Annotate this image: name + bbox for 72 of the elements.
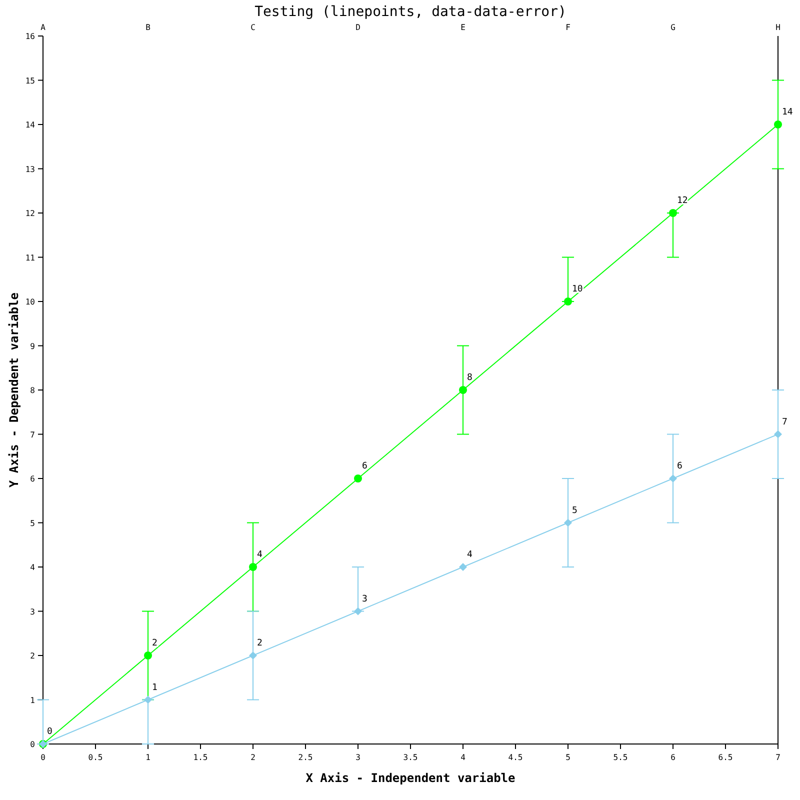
y-tick-label: 4 <box>30 563 36 572</box>
data-label: 4 <box>257 550 262 560</box>
x-tick-label: 5.5 <box>613 753 628 762</box>
text: B <box>146 23 151 32</box>
point <box>249 563 257 571</box>
x-tick-label: 3 <box>356 753 361 762</box>
data-label: 2 <box>257 638 262 648</box>
point <box>669 209 677 217</box>
x-tick-label: 5 <box>566 753 571 762</box>
point <box>144 696 152 704</box>
point <box>774 120 782 128</box>
y-tick-label: 11 <box>25 253 36 262</box>
text: C <box>250 23 256 32</box>
point <box>669 474 677 482</box>
x-axis-title: X Axis - Independent variable <box>306 771 516 785</box>
y-tick-label: 8 <box>30 386 36 395</box>
y-tick-label: 13 <box>25 164 36 174</box>
point <box>249 652 257 660</box>
x-tick-label: 6.5 <box>718 753 733 762</box>
y-tick-label: 5 <box>30 518 36 528</box>
y-tick-label: 10 <box>25 298 36 306</box>
text: F <box>566 23 571 32</box>
point <box>564 298 572 306</box>
data-label: 12 <box>677 196 688 206</box>
point <box>144 652 152 660</box>
data-label: 1 <box>152 682 158 693</box>
data-label: 5 <box>572 506 578 516</box>
y-tick-label: 2 <box>30 652 36 660</box>
x-tick-label: 3.5 <box>403 753 418 762</box>
y-tick-label: 14 <box>25 120 36 130</box>
text: E <box>460 23 466 32</box>
x-tick-label: 4 <box>460 753 466 762</box>
y-tick-label: 3 <box>30 607 36 616</box>
data-label: 2 <box>152 638 158 648</box>
x-tick-label: 0 <box>40 753 46 762</box>
text: H <box>776 23 781 32</box>
y-tick-label: 15 <box>25 76 36 86</box>
y-tick-label: 7 <box>30 430 36 440</box>
y-tick-label: 9 <box>30 342 36 351</box>
data-label: 8 <box>467 373 472 383</box>
x-tick-label: 2.5 <box>298 753 313 762</box>
data-label: 4 <box>467 550 472 560</box>
x-tick-label: 7 <box>776 753 781 762</box>
data-label: 6 <box>362 462 368 472</box>
point <box>459 386 467 394</box>
y-tick-label: 0 <box>30 740 36 749</box>
x-tick-label: 4.5 <box>508 753 523 762</box>
y-tick-label: 6 <box>30 474 36 484</box>
point <box>354 607 362 616</box>
x-tick-label: 1.5 <box>193 753 208 762</box>
point <box>564 518 572 527</box>
chart-title: Testing (linepoints, data-data-error) <box>254 4 566 20</box>
x-tick-label: 6 <box>670 753 676 762</box>
y-tick-label: 1 <box>30 696 36 705</box>
y-axis-title: Y Axis - Dependent variable <box>7 292 21 488</box>
data-label: 14 <box>782 108 793 118</box>
data-label: 0 <box>47 727 52 737</box>
y-tick-label: 16 <box>25 32 36 41</box>
data-label: 3 <box>362 594 368 604</box>
y-tick-label: 12 <box>25 209 36 218</box>
data-label: 10 <box>572 284 583 294</box>
point <box>774 430 782 438</box>
text: G <box>670 23 676 32</box>
x-tick-label: 1 <box>146 753 151 762</box>
data-label: 6 <box>677 462 682 472</box>
point <box>459 563 467 571</box>
text: A <box>40 23 46 32</box>
data-label: 7 <box>782 417 788 428</box>
x-tick-label: 2 <box>250 753 256 762</box>
text: D <box>356 23 361 32</box>
point <box>354 474 362 482</box>
x-tick-label: 0.5 <box>88 753 103 762</box>
